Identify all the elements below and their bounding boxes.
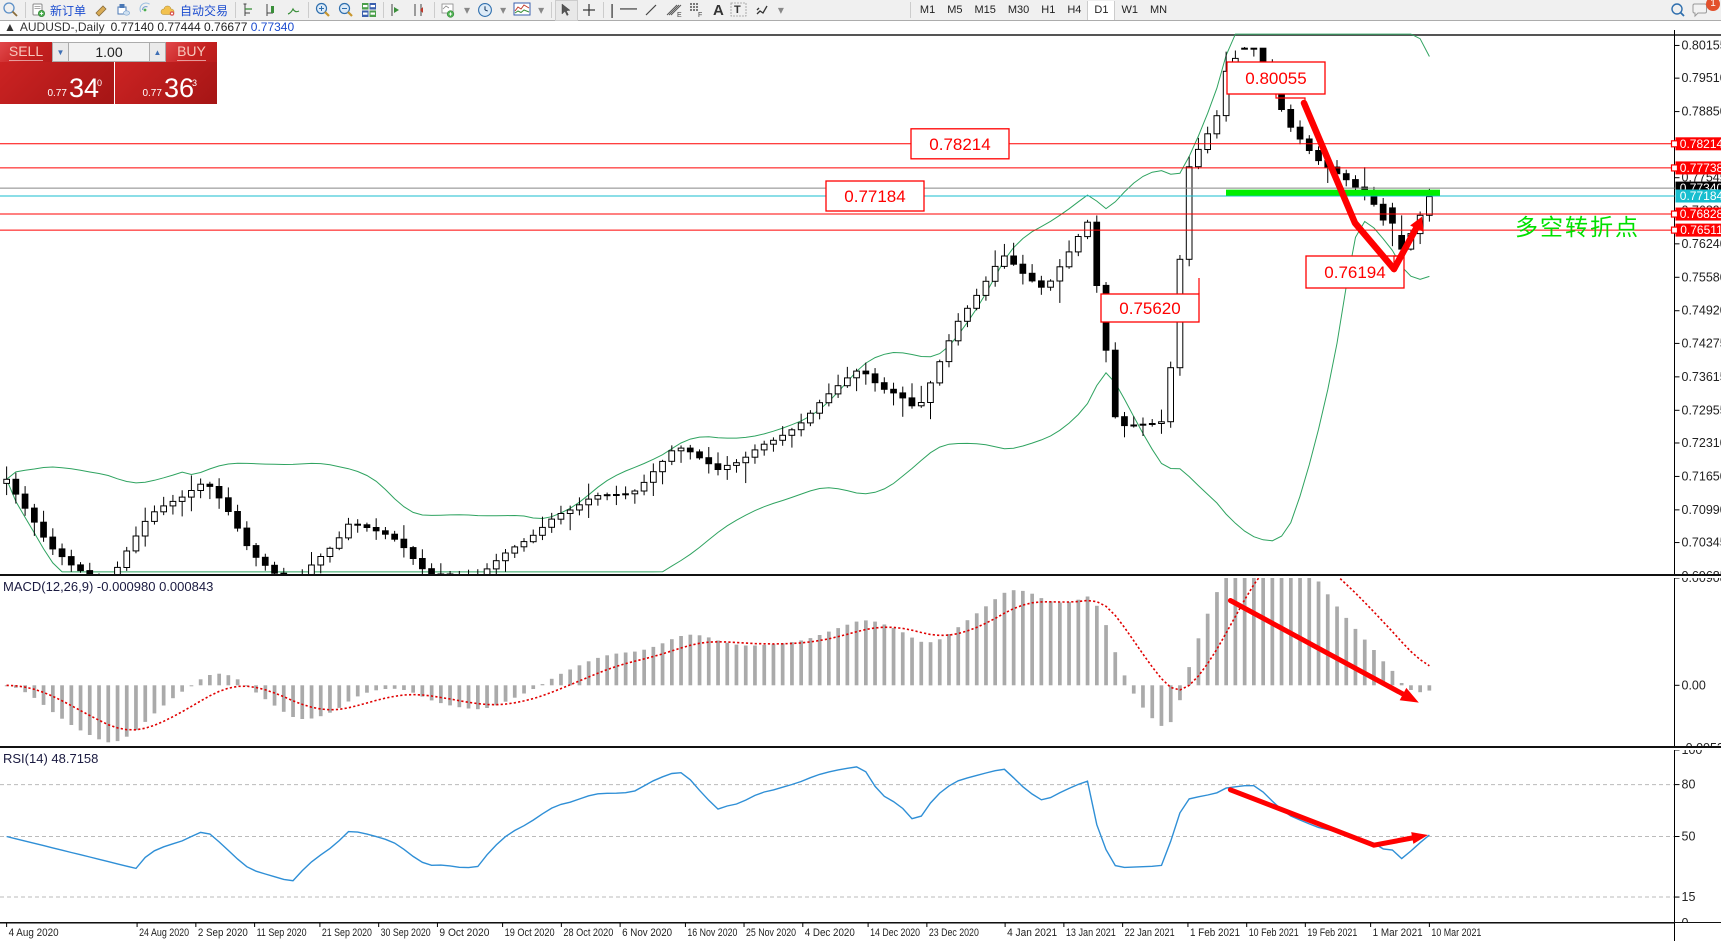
- svg-text:10 Mar 2021: 10 Mar 2021: [1431, 927, 1481, 939]
- svg-text:22 Jan 2021: 22 Jan 2021: [1125, 927, 1175, 939]
- svg-text:21 Sep 2020: 21 Sep 2020: [322, 927, 372, 939]
- svg-text:0.76828: 0.76828: [1680, 207, 1721, 221]
- svg-text:0.72955: 0.72955: [1682, 403, 1721, 417]
- svg-text:0.76194: 0.76194: [1324, 263, 1385, 282]
- svg-text:0.74275: 0.74275: [1682, 336, 1721, 350]
- svg-text:19 Feb 2021: 19 Feb 2021: [1307, 927, 1357, 939]
- svg-text:0.80155: 0.80155: [1682, 38, 1721, 52]
- svg-text:100: 100: [1682, 750, 1703, 757]
- svg-text:15: 15: [1682, 890, 1696, 904]
- svg-text:0.76511: 0.76511: [1680, 223, 1721, 237]
- svg-text:4 Aug 2020: 4 Aug 2020: [9, 927, 59, 939]
- svg-text:19 Oct 2020: 19 Oct 2020: [505, 927, 555, 939]
- svg-text:4 Dec 2020: 4 Dec 2020: [805, 927, 855, 939]
- svg-text:MACD(12,26,9) -0.000980 0.0008: MACD(12,26,9) -0.000980 0.000843: [3, 579, 213, 594]
- svg-text:RSI(14) 48.7158: RSI(14) 48.7158: [3, 751, 98, 766]
- svg-text:-0.005306: -0.005306: [1682, 741, 1721, 748]
- svg-text:23 Dec 2020: 23 Dec 2020: [929, 927, 979, 939]
- svg-text:6 Nov 2020: 6 Nov 2020: [622, 927, 672, 939]
- svg-text:1 Feb 2021: 1 Feb 2021: [1190, 927, 1240, 939]
- svg-text:0.69685: 0.69685: [1682, 569, 1721, 576]
- svg-text:0.78214: 0.78214: [1680, 137, 1721, 151]
- svg-text:1 Mar 2021: 1 Mar 2021: [1373, 927, 1423, 939]
- svg-text:2 Sep 2020: 2 Sep 2020: [198, 927, 248, 939]
- svg-text:9 Oct 2020: 9 Oct 2020: [439, 927, 489, 939]
- svg-text:F: F: [698, 12, 702, 18]
- svg-text:0.009081: 0.009081: [1682, 578, 1721, 585]
- svg-text:4 Jan 2021: 4 Jan 2021: [1007, 927, 1057, 939]
- svg-text:14 Dec 2020: 14 Dec 2020: [870, 927, 920, 939]
- svg-text:0.78214: 0.78214: [929, 135, 990, 154]
- svg-text:E: E: [677, 12, 682, 18]
- svg-text:25 Nov 2020: 25 Nov 2020: [746, 927, 796, 939]
- svg-text:30 Sep 2020: 30 Sep 2020: [381, 927, 431, 939]
- svg-text:10 Feb 2021: 10 Feb 2021: [1249, 927, 1299, 939]
- svg-text:T: T: [734, 4, 741, 16]
- svg-text:24 Aug 2020: 24 Aug 2020: [139, 927, 189, 939]
- svg-text:0: 0: [1682, 916, 1689, 923]
- svg-text:0.77738: 0.77738: [1680, 161, 1721, 175]
- svg-text:50: 50: [1682, 830, 1696, 844]
- svg-text:80: 80: [1682, 778, 1696, 792]
- svg-text:0.77184: 0.77184: [844, 187, 905, 206]
- svg-text:多空转折点: 多空转折点: [1515, 214, 1640, 240]
- svg-text:0.70345: 0.70345: [1682, 536, 1721, 550]
- svg-text:16 Nov 2020: 16 Nov 2020: [687, 927, 737, 939]
- svg-text:0.73615: 0.73615: [1682, 370, 1721, 384]
- svg-text:0.75620: 0.75620: [1119, 299, 1180, 318]
- svg-text:0.77184: 0.77184: [1680, 189, 1721, 203]
- svg-text:11 Sep 2020: 11 Sep 2020: [257, 927, 307, 939]
- svg-text:0.00: 0.00: [1682, 678, 1706, 692]
- svg-text:13 Jan 2021: 13 Jan 2021: [1066, 927, 1116, 939]
- svg-text:0.80055: 0.80055: [1245, 69, 1306, 88]
- svg-text:28 Oct 2020: 28 Oct 2020: [563, 927, 613, 939]
